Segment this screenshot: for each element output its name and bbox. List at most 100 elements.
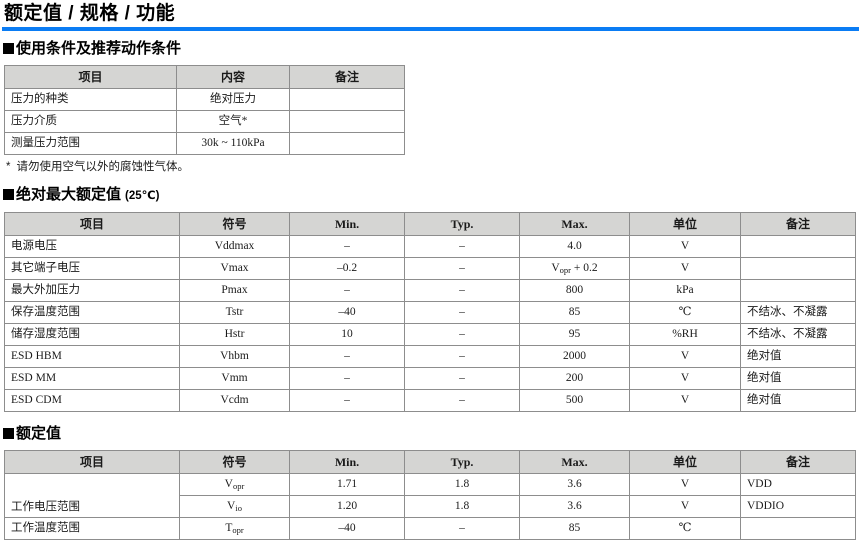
table-row: 压力介质 空气* [4, 110, 405, 133]
table-row: 最大外加压力 Pmax – – 800 kPa [4, 279, 856, 302]
cell-unit: %RH [629, 323, 741, 346]
cell-unit: V [629, 389, 741, 412]
title-accent-rule [2, 27, 859, 31]
section-marker-icon [3, 189, 14, 200]
cell-note [289, 132, 405, 155]
cell-min: – [289, 279, 405, 302]
cell-min: 10 [289, 323, 405, 346]
cell-typ: – [404, 389, 520, 412]
table-row: 测量压力范围 30k ~ 110kPa [4, 132, 405, 155]
column-header-item: 项目 [4, 65, 177, 89]
cell-item: 保存温度范围 [4, 301, 180, 324]
cell-item: 测量压力范围 [4, 132, 177, 155]
cell-symbol-base: V [224, 478, 233, 490]
column-header-content: 内容 [176, 65, 290, 89]
table-row: ESD CDM Vcdm – – 500 V 绝对值 [4, 389, 856, 412]
cell-symbol: Hstr [179, 323, 290, 346]
column-header-item: 项目 [4, 212, 180, 236]
section-heading-usage-conditions: 使用条件及推荐动作条件 [0, 40, 861, 58]
cell-item-merged: 工作电压范围 [4, 473, 180, 518]
cell-symbol-subscript: opr [232, 481, 245, 491]
cell-max: 4.0 [519, 235, 630, 258]
cell-max: 85 [519, 301, 630, 324]
cell-symbol: Vhbm [179, 345, 290, 368]
section-marker-icon [3, 428, 14, 439]
table-header-row: 项目 符号 Min. Typ. Max. 单位 备注 [4, 450, 856, 474]
column-header-note: 备注 [289, 65, 405, 89]
cell-unit: ℃ [629, 301, 741, 324]
cell-unit: V [629, 367, 741, 390]
cell-note [740, 257, 856, 280]
column-header-note: 备注 [740, 212, 856, 236]
section-marker-icon [3, 43, 14, 54]
cell-unit: V [629, 473, 741, 496]
cell-item: 储存湿度范围 [4, 323, 180, 346]
section-heading-label: 绝对最大额定值 [16, 186, 122, 203]
cell-item: ESD CDM [4, 389, 180, 412]
cell-min: 1.20 [289, 495, 405, 518]
cell-item: 电源电压 [4, 235, 180, 258]
cell-typ: 1.8 [404, 495, 520, 518]
table-row: 保存温度范围 Tstr –40 – 85 ℃ 不结冰、不凝露 [4, 301, 856, 324]
cell-typ: – [404, 323, 520, 346]
cell-min: – [289, 367, 405, 390]
cell-max: 2000 [519, 345, 630, 368]
cell-item: ESD MM [4, 367, 180, 390]
section-heading-label: 额定值 [16, 425, 62, 442]
column-header-min: Min. [289, 450, 405, 474]
page-title: 额定值 / 规格 / 功能 [4, 3, 176, 24]
section-heading-absolute-max-ratings: 绝对最大额定值 (25℃) [0, 186, 861, 205]
cell-unit: V [629, 495, 741, 518]
table-row: 储存湿度范围 Hstr 10 – 95 %RH 不结冰、不凝露 [4, 323, 856, 346]
cell-max: 3.6 [519, 473, 630, 496]
cell-unit: kPa [629, 279, 741, 302]
table-row: 压力的种类 绝对压力 [4, 88, 405, 111]
cell-max: 800 [519, 279, 630, 302]
cell-content: 空气* [176, 110, 290, 133]
cell-note [740, 235, 856, 258]
cell-symbol: Vopr [179, 473, 290, 496]
column-header-max: Max. [519, 450, 630, 474]
cell-item: ESD HBM [4, 345, 180, 368]
table-header-row: 项目 内容 备注 [4, 65, 405, 89]
cell-symbol: Vmm [179, 367, 290, 390]
cell-note: 绝对值 [740, 345, 856, 368]
cell-typ: 1.8 [404, 473, 520, 496]
cell-typ: – [404, 345, 520, 368]
cell-note [740, 279, 856, 302]
cell-unit: V [629, 257, 741, 280]
cell-min: – [289, 235, 405, 258]
cell-symbol: Pmax [179, 279, 290, 302]
table-row: ESD MM Vmm – – 200 V 绝对值 [4, 367, 856, 390]
table-absolute-max-ratings: 项目 符号 Min. Typ. Max. 单位 备注 电源电压 Vddmax –… [4, 212, 856, 412]
cell-min: –40 [289, 301, 405, 324]
cell-typ: – [404, 279, 520, 302]
cell-min: 1.71 [289, 473, 405, 496]
footnote-corrosive-gas: * 请勿使用空气以外的腐蚀性气体。 [6, 160, 861, 174]
cell-typ: – [404, 301, 520, 324]
cell-note [289, 110, 405, 133]
cell-max: 95 [519, 323, 630, 346]
column-header-note: 备注 [740, 450, 856, 474]
table-row: 其它端子电压 Vmax –0.2 – Vopr + 0.2 V [4, 257, 856, 280]
cell-note: VDDIO [740, 495, 856, 518]
section-heading-ratings: 额定值 [0, 425, 861, 443]
cell-note: 不结冰、不凝露 [740, 323, 856, 346]
column-header-unit: 单位 [629, 212, 741, 236]
datasheet-page: 额定值 / 规格 / 功能 使用条件及推荐动作条件 项目 内容 备注 压力的种类… [0, 3, 861, 540]
cell-symbol-subscript: io [235, 503, 242, 513]
cell-item: 压力的种类 [4, 88, 177, 111]
cell-symbol-base: V [227, 500, 236, 512]
table-header-row: 项目 符号 Min. Typ. Max. 单位 备注 [4, 212, 856, 236]
cell-symbol: Vcdm [179, 389, 290, 412]
cell-symbol: Vddmax [179, 235, 290, 258]
table-row: 电源电压 Vddmax – – 4.0 V [4, 235, 856, 258]
cell-symbol: Vmax [179, 257, 290, 280]
cell-min: – [289, 389, 405, 412]
footnote-marker: * [6, 161, 11, 173]
section-heading-sub: (25℃) [125, 190, 160, 202]
cell-item: 其它端子电压 [4, 257, 180, 280]
section-heading-label: 使用条件及推荐动作条件 [16, 40, 182, 57]
column-header-item: 项目 [4, 450, 180, 474]
cell-item: 最大外加压力 [4, 279, 180, 302]
